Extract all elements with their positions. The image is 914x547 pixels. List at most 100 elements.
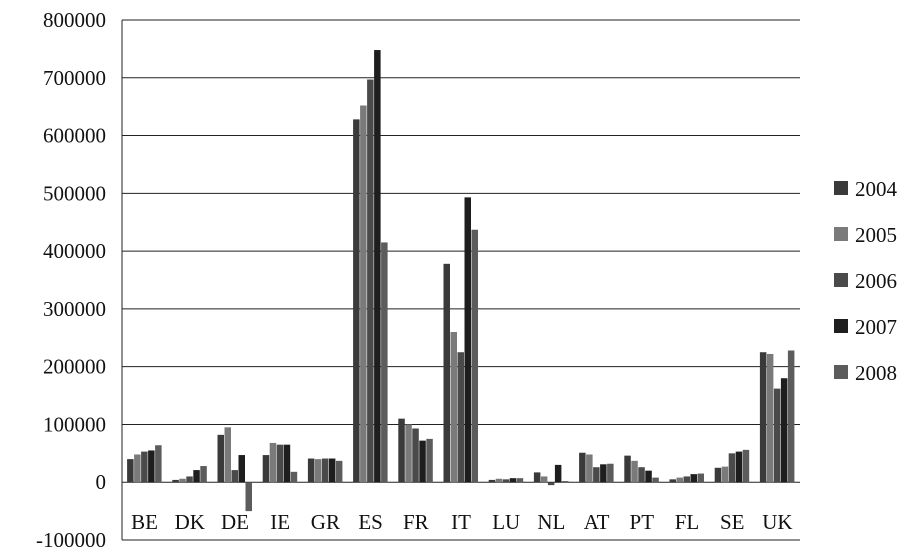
y-tick-label: 700000	[43, 66, 106, 90]
bar-dk-2007	[193, 470, 200, 483]
legend-swatch	[834, 227, 848, 241]
bar-lu-2008	[516, 478, 524, 483]
bar-it-2004	[443, 263, 450, 483]
bar-fr-2004	[398, 418, 405, 483]
bar-fr-2008	[426, 438, 433, 483]
bar-it-2006	[457, 352, 464, 483]
bar-es-2007	[374, 50, 381, 483]
y-tick-label: 500000	[43, 181, 106, 205]
bar-de-2006	[231, 470, 238, 483]
bar-gr-2007	[328, 458, 336, 483]
bar-se-2008	[742, 449, 750, 483]
bar-ie-2006	[276, 444, 284, 483]
bar-es-2008	[381, 242, 388, 483]
bar-pt-2008	[652, 477, 659, 483]
bar-at-2006	[593, 467, 600, 483]
bar-be-2008	[155, 445, 162, 483]
bar-nl-2008	[561, 481, 569, 483]
bar-es-2006	[367, 79, 374, 483]
bar-uk-2008	[787, 350, 795, 483]
bar-lu-2006	[502, 479, 510, 483]
bar-ie-2007	[283, 444, 291, 483]
bar-dk-2005	[179, 478, 186, 483]
bar-nl-2006	[547, 482, 555, 486]
x-category-label: PT	[630, 510, 655, 534]
x-category-label: ES	[358, 510, 383, 534]
bar-at-2005	[586, 454, 593, 483]
bar-gr-2008	[335, 460, 343, 483]
legend-label: 2004	[855, 177, 898, 201]
bar-ie-2005	[269, 442, 277, 483]
bar-se-2004	[714, 467, 722, 483]
x-category-label: SE	[720, 510, 745, 534]
x-category-label: AT	[584, 510, 610, 534]
x-category-label: LU	[492, 510, 520, 534]
bar-uk-2006	[773, 388, 781, 483]
legend-label: 2005	[855, 223, 897, 247]
legend-swatch	[834, 273, 848, 287]
y-tick-label: 200000	[43, 355, 106, 379]
x-category-label: FL	[675, 510, 700, 534]
bar-de-2005	[224, 427, 231, 483]
legend-label: 2006	[855, 269, 897, 293]
bar-lu-2005	[495, 478, 503, 483]
legend-label: 2007	[855, 315, 897, 339]
bar-gr-2005	[314, 459, 322, 483]
bar-se-2005	[721, 466, 729, 483]
bar-at-2008	[607, 463, 614, 483]
bar-pt-2004	[624, 455, 631, 483]
bar-nl-2005	[540, 476, 548, 483]
legend-swatch	[834, 181, 848, 195]
bar-fr-2006	[412, 428, 419, 483]
bar-lu-2007	[509, 478, 517, 483]
bar-nl-2007	[554, 464, 562, 483]
legend: 2004 2005 2006 2007 2008	[834, 177, 898, 385]
bar-fl-2005	[676, 477, 683, 483]
bar-pt-2005	[631, 460, 638, 483]
legend-label: 2008	[855, 361, 897, 385]
x-axis: BE DK DE IE GR ES FR IT LU NL AT PT FL SE UK	[131, 510, 792, 534]
bar-ie-2004	[262, 455, 270, 483]
bar-be-2005	[134, 454, 141, 483]
bar-gr-2004	[307, 458, 315, 483]
legend-swatch	[834, 319, 848, 333]
bar-it-2008	[471, 229, 478, 483]
x-category-label: IT	[451, 510, 471, 534]
bar-fr-2005	[405, 424, 412, 483]
bar-fr-2007	[419, 440, 426, 483]
bar-fl-2004	[669, 479, 676, 483]
bar-ie-2008	[290, 471, 298, 483]
bar-dk-2006	[186, 476, 193, 483]
bar-es-2004	[353, 119, 360, 483]
bar-fl-2008	[697, 473, 704, 483]
bar-be-2004	[127, 459, 134, 483]
y-tick-label: 0	[96, 470, 107, 494]
x-category-label: GR	[311, 510, 340, 534]
bar-it-2007	[464, 197, 471, 483]
bar-pt-2006	[638, 467, 645, 483]
bar-gr-2006	[321, 458, 329, 483]
y-tick-label: 600000	[43, 124, 106, 148]
bar-se-2006	[728, 453, 736, 483]
bar-it-2005	[450, 332, 457, 483]
bar-pt-2007	[645, 470, 652, 483]
x-category-label: IE	[270, 510, 290, 534]
bar-lu-2004	[488, 479, 496, 483]
bar-fl-2006	[683, 476, 690, 483]
x-category-label: NL	[537, 510, 565, 534]
x-category-label: BE	[131, 510, 158, 534]
bar-dk-2004	[172, 479, 179, 483]
legend-swatch	[834, 365, 848, 379]
x-category-label: DK	[175, 510, 205, 534]
bars	[127, 50, 795, 512]
y-tick-label: 400000	[43, 239, 106, 263]
x-category-label: DE	[221, 510, 249, 534]
bar-de-2004	[217, 434, 224, 483]
bar-at-2004	[579, 452, 586, 483]
y-tick-label: 800000	[43, 8, 106, 32]
bar-es-2005	[360, 105, 367, 483]
x-category-label: FR	[403, 510, 429, 534]
x-category-label: UK	[762, 510, 792, 534]
bar-de-2008	[245, 482, 252, 512]
